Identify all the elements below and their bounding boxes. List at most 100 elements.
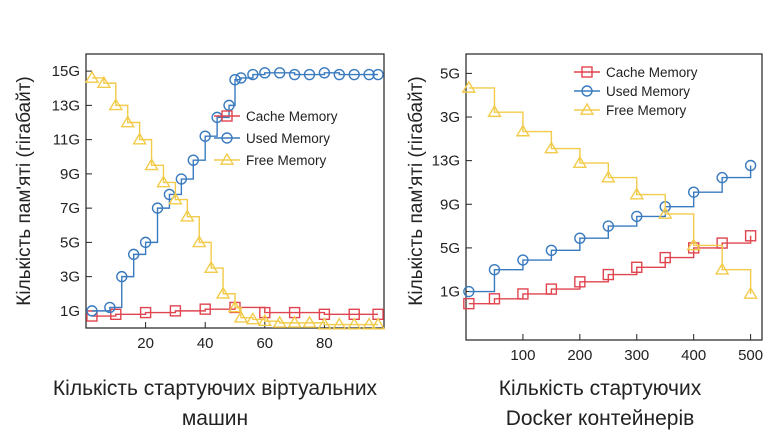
chart-0-point-used-memory	[318, 67, 331, 79]
chart-0-legend-label-used-memory: Used Memory	[246, 131, 330, 146]
chart-1-point-cache-memory	[659, 251, 671, 264]
chart-1: 1G 5G 9G 13G 3G 5G 100 200 300 400 500 Cache Memor…	[406, 53, 763, 364]
chart-0-point-used-memory	[247, 68, 259, 81]
chart-0-point-free-memory	[132, 132, 147, 145]
chart-1-legend-label-used-memory: Used Memory	[606, 84, 690, 99]
chart-0-ticks: 1G 3G 5G 7G 9G 11G 13G 15G 20 40 60 80	[52, 63, 333, 352]
chart-0-legend-label-free-memory: Free Memory	[246, 153, 327, 168]
chart-1-point-free-memory	[743, 286, 758, 299]
chart-0-point-free-memory	[192, 234, 207, 248]
chart-0-point-free-memory	[346, 317, 362, 330]
chart-0-point-used-memory	[104, 301, 116, 314]
chart-0-point-free-memory	[84, 70, 100, 83]
chart-0-y-tick-label: 13G	[52, 97, 80, 114]
chart-1-point-used-memory	[488, 264, 501, 276]
chart-0-point-used-memory	[199, 130, 211, 142]
chart-0-y-tick-label: 11G	[53, 132, 80, 149]
chart-1-y-tick-label: 5G	[440, 65, 460, 82]
chart-0-point-used-memory	[116, 270, 128, 283]
chart-1-x-tick-label: 100	[510, 347, 535, 364]
chart-0: 1G 3G 5G 7G 9G 11G 13G 15G 20 40 60 80 Cache Memory…	[14, 53, 386, 352]
chart-1-point-used-memory	[687, 186, 700, 198]
chart-1-point-used-memory	[716, 171, 728, 184]
chart-0-plot-frame	[85, 53, 385, 329]
chart-0-point-used-memory	[139, 236, 152, 249]
chart-0-point-free-memory	[108, 97, 124, 111]
chart-0-point-used-memory	[333, 68, 345, 81]
chart-0-point-cache-memory	[110, 308, 122, 320]
chart-1-point-cache-memory	[574, 276, 586, 288]
chart-0-series-line-free-memory	[91, 77, 379, 326]
chart-0-point-used-memory	[348, 68, 360, 81]
chart-0-y-tick-label: 5G	[60, 234, 80, 251]
chart-0-point-free-memory	[257, 313, 273, 327]
chart-1-legend: Cache Memory Used Memory Free Memory	[574, 65, 698, 118]
chart-0-point-cache-memory	[169, 305, 182, 317]
chart-0-x-tick-label: 80	[316, 335, 333, 352]
chart-1-y-tick-label: 13G	[432, 153, 460, 170]
chart-0-y-tick-label: 9G	[60, 166, 80, 183]
chart-0-point-free-memory	[227, 300, 243, 313]
chart-1-point-cache-memory	[602, 268, 615, 281]
chart-0-point-free-memory	[302, 315, 317, 328]
chart-0-legend-marker-used-memory	[221, 132, 233, 144]
chart-1-point-cache-memory	[631, 261, 643, 273]
chart-1-point-free-memory	[686, 238, 701, 251]
chart-1-y-tick-label: 5G	[440, 240, 460, 257]
chart-0-point-used-memory	[363, 68, 375, 81]
chart-1-x-tick-label: 400	[681, 347, 706, 364]
chart-1-point-free-memory	[658, 206, 673, 219]
chart-1-legend-label-free-memory: Free Memory	[606, 103, 687, 118]
chart-1-point-cache-memory	[545, 283, 558, 295]
chart-0-point-free-memory	[156, 175, 171, 188]
chart-0-point-used-memory	[274, 67, 286, 79]
chart-1-point-free-memory	[487, 104, 502, 118]
chart-0-point-cache-memory	[259, 306, 271, 319]
chart-1-series-group	[461, 80, 758, 310]
chart-1-point-used-memory	[574, 232, 586, 244]
chart-1-point-free-memory	[515, 124, 531, 137]
chart-0-y-tick-label: 3G	[60, 269, 80, 286]
chart-0-point-free-memory	[203, 260, 219, 273]
chart-0-point-used-memory	[259, 67, 271, 79]
chart-0-y-tick-label: 1G	[60, 303, 80, 320]
chart-0-point-free-memory	[96, 75, 112, 89]
chart-0-point-free-memory	[272, 315, 287, 328]
chart-1-series-line-cache-memory	[468, 235, 752, 305]
chart-1-legend-marker-cache-memory	[581, 66, 593, 78]
chart-0-point-cache-memory	[199, 303, 211, 315]
chart-0-x-tick-label: 60	[256, 335, 273, 352]
chart-1-y-tick-label: 9G	[440, 196, 460, 213]
chart-1-plot-frame	[465, 53, 763, 341]
chart-1-point-free-memory	[714, 262, 730, 275]
chart-1-point-used-memory	[602, 220, 615, 232]
chart-1-point-cache-memory	[517, 288, 529, 300]
chart-0-series-line-used-memory	[91, 72, 379, 312]
chart-0-x-axis-label: Кількість стартуючих віртуальних машин	[52, 377, 378, 430]
chart-0-y-tick-label: 15G	[52, 63, 80, 80]
chart-0-point-used-memory	[175, 173, 188, 185]
chart-0-point-used-memory	[229, 73, 241, 86]
chart-0-y-tick-label: 7G	[60, 200, 80, 217]
chart-1-point-used-memory	[545, 244, 558, 257]
chart-0-point-free-memory	[370, 317, 386, 330]
chart-0-point-free-memory	[245, 312, 261, 325]
chart-1-x-tick-label: 300	[624, 347, 649, 364]
chart-1-point-free-memory	[601, 170, 616, 183]
chart-1-x-tick-label: 200	[567, 347, 592, 364]
chart-0-point-free-memory	[233, 310, 249, 323]
chart-0-x-tick-label: 40	[197, 335, 214, 352]
chart-1-series-line-free-memory	[468, 87, 752, 294]
chart-1-point-cache-memory	[744, 230, 757, 242]
chart-0-point-used-memory	[187, 154, 199, 166]
chart-1-y-tick-label: 3G	[440, 109, 460, 126]
chart-1-y-tick-label: 1G	[440, 284, 460, 301]
chart-1-ticks: 1G 5G 9G 13G 3G 5G 100 200 300 400 500	[432, 65, 763, 364]
chart-0-point-cache-memory	[139, 306, 152, 319]
chart-1-x-tick-label: 500	[738, 347, 763, 364]
chart-1-point-free-memory	[544, 141, 559, 154]
chart-0-point-free-memory	[144, 157, 159, 171]
chart-0-legend-label-cache-memory: Cache Memory	[246, 109, 338, 124]
